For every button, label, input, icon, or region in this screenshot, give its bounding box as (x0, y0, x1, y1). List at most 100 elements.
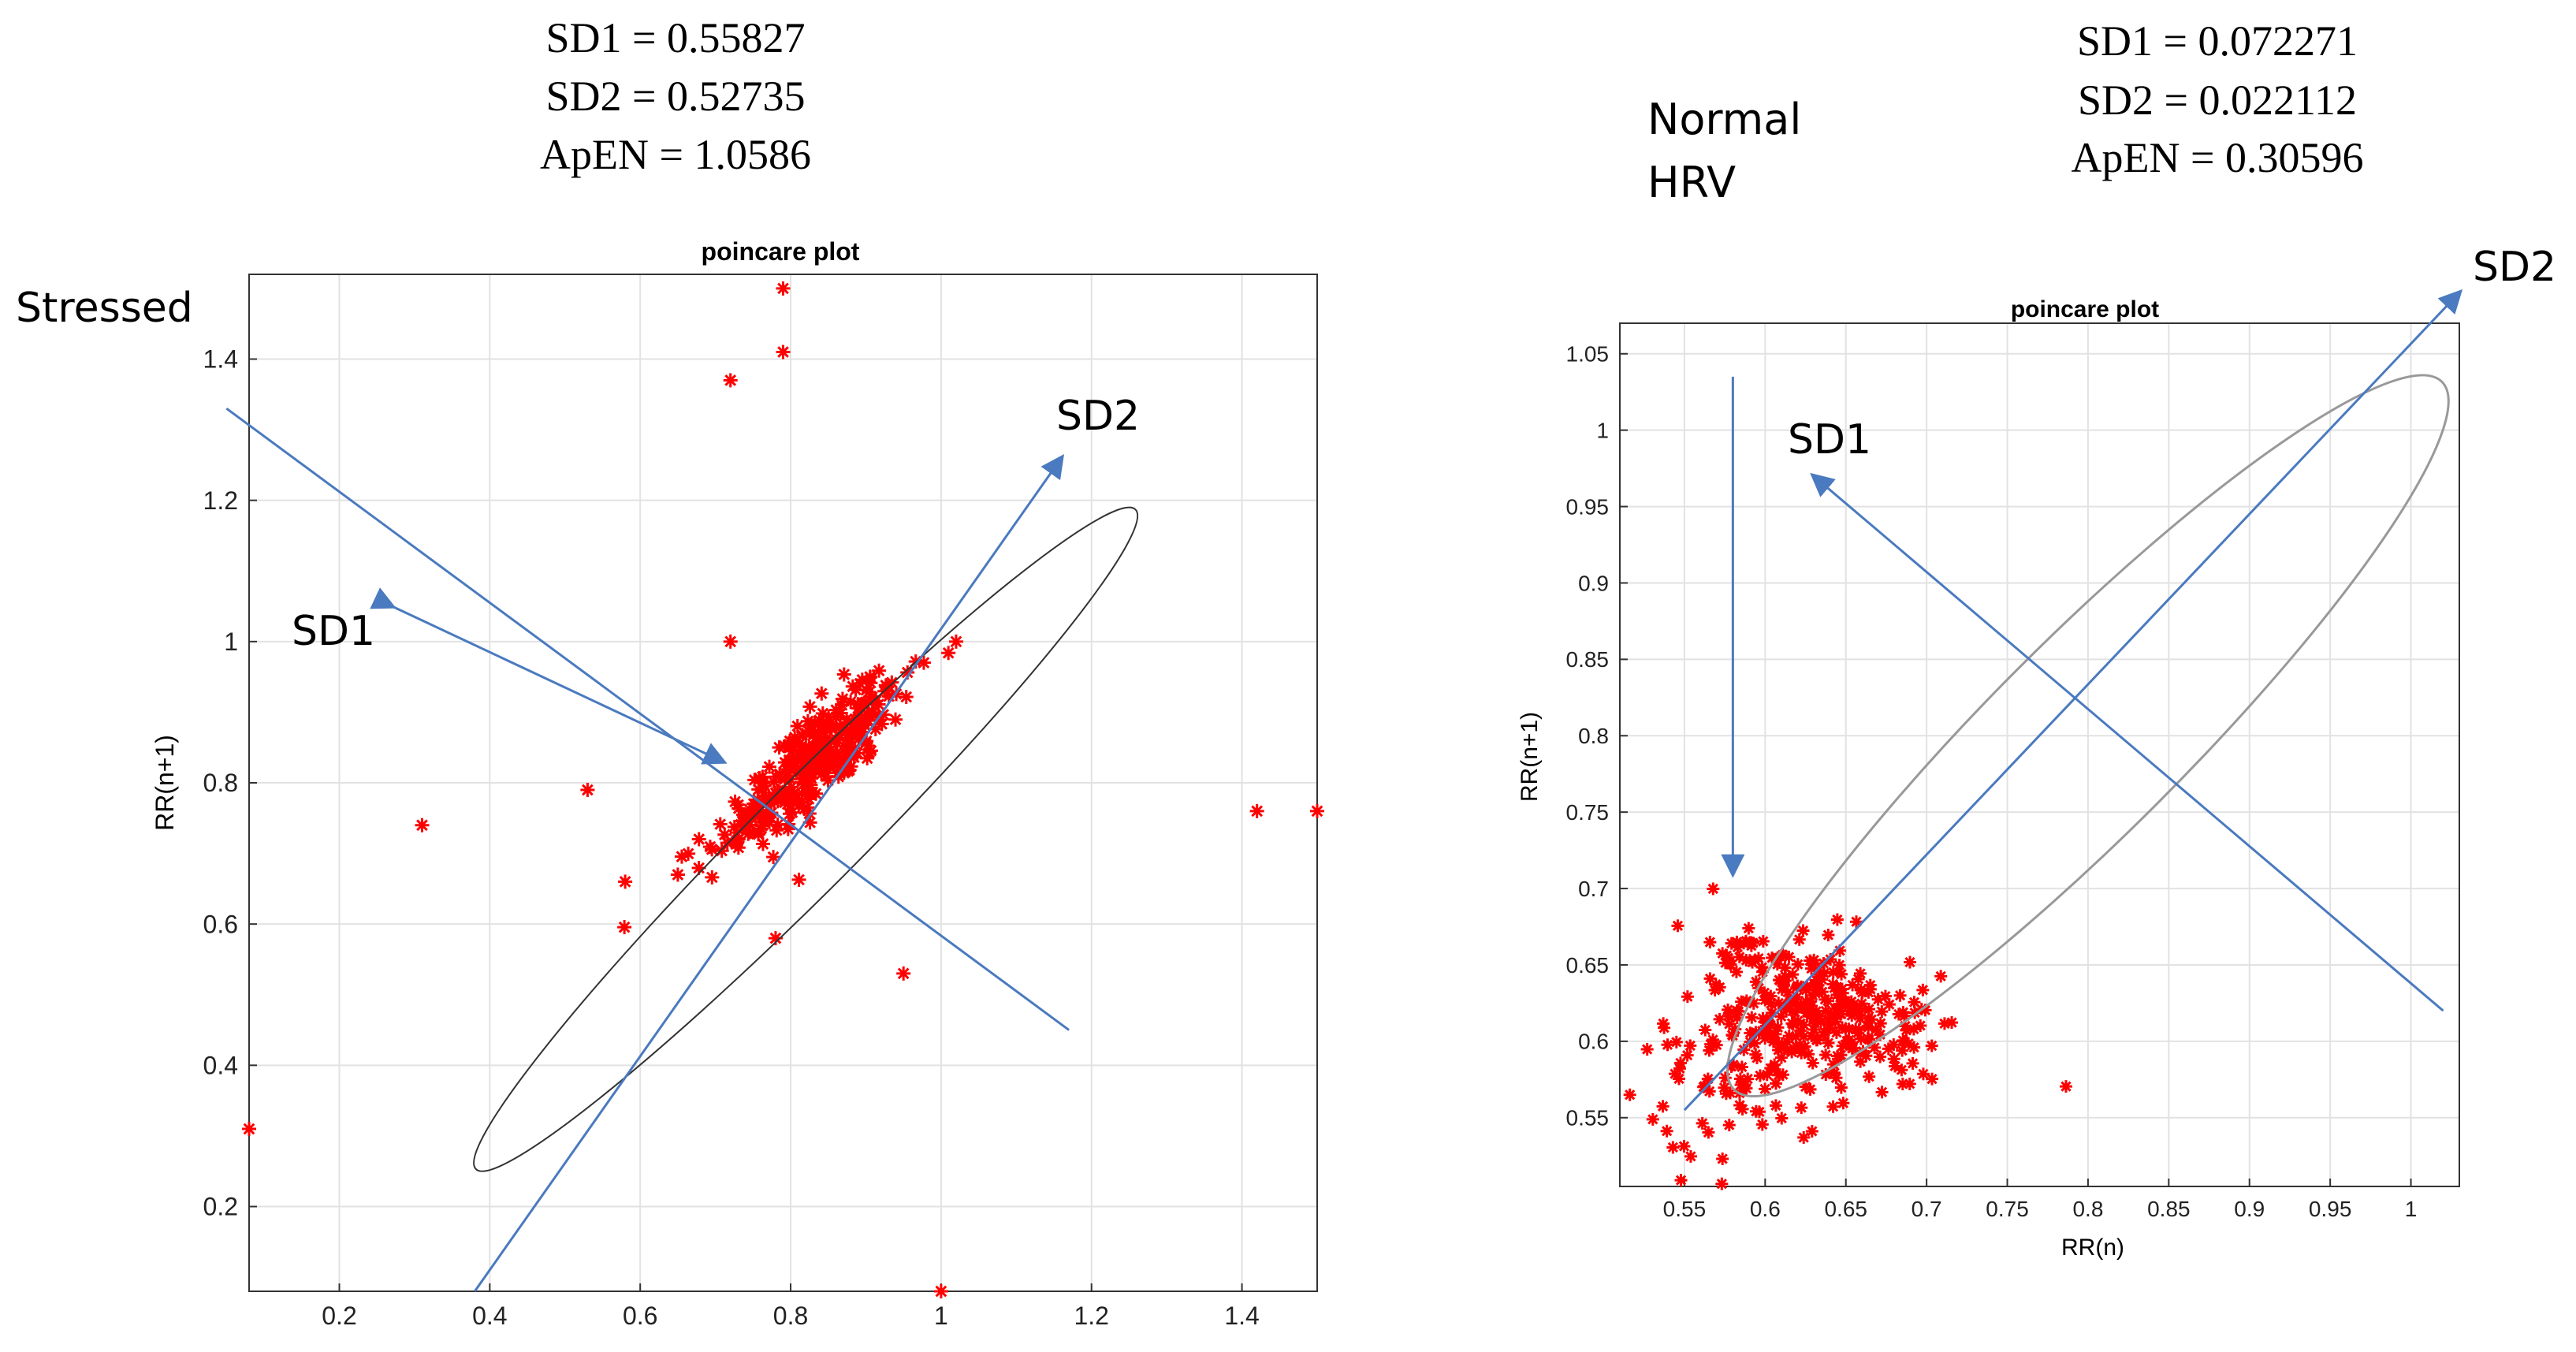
right-data-point (1827, 1066, 1841, 1079)
left-stat-apen: ApEN = 1.0586 (540, 131, 811, 178)
right-data-point (1735, 995, 1748, 1008)
right-y-tick-label: 0.95 (1566, 494, 1610, 519)
right-axes-frame (1619, 322, 2460, 1187)
right-data-point (1795, 1041, 1808, 1054)
right-data-point (1889, 1060, 1902, 1073)
right-data-point (1716, 1152, 1729, 1165)
right-data-point (1666, 1141, 1680, 1154)
right-data-point (1755, 960, 1769, 974)
right-data-point (1826, 1100, 1840, 1113)
left-data-point (728, 836, 743, 851)
left-data-point (705, 870, 720, 885)
right-data-point (1796, 924, 1810, 937)
right-data-point (1681, 990, 1694, 1004)
right-data-point (1837, 1097, 1850, 1110)
right-y-axis-label: RR(n+1) (1517, 712, 1543, 802)
right-x-tick-label: 0.9 (2234, 1197, 2265, 1221)
right-data-point (1908, 996, 1921, 1009)
right-tick-labels: 0.55 0.6 0.65 0.7 0.75 0.8 0.85 0.9 0.95 1 0.55 0.6… (1566, 342, 2418, 1221)
right-panel: SD1 = 0.072271 SD2 = 0.022112 ApEN = 0.3… (1517, 17, 2556, 1261)
right-data-point (1838, 998, 1852, 1011)
left-data-point (762, 759, 777, 774)
right-y-tick-label: 0.7 (1578, 877, 1609, 901)
left-data-point (787, 749, 802, 764)
right-data-point (1759, 1082, 1772, 1096)
right-data-point (1772, 996, 1785, 1010)
left-data-point (784, 780, 798, 795)
left-y-tick-label: 1.2 (203, 486, 238, 515)
right-data-point (1863, 982, 1877, 996)
right-x-tick-label: 0.8 (2072, 1197, 2103, 1221)
left-y-tick-label: 0.4 (203, 1052, 238, 1080)
left-outlier-point (670, 867, 685, 882)
left-data-point (743, 825, 758, 840)
left-data-point (817, 765, 832, 780)
right-data-point (1744, 939, 1758, 952)
right-data-point (1819, 1048, 1833, 1062)
right-data-point (1852, 1009, 1865, 1022)
right-data-point (1719, 1087, 1733, 1101)
right-data-point (1874, 1050, 1887, 1063)
right-data-point (1751, 1051, 1764, 1064)
left-data-point (799, 747, 814, 762)
right-data-point (1722, 1017, 1736, 1030)
right-data-point (1795, 1101, 1808, 1115)
right-data-point (1758, 986, 1771, 1000)
left-y-axis-label: RR(n+1) (151, 735, 179, 831)
left-y-tick-label: 0.2 (203, 1193, 238, 1221)
left-data-point (828, 721, 843, 736)
left-ellipse (473, 506, 1139, 1172)
right-data-point (1916, 983, 1930, 996)
left-outlier-point (415, 818, 430, 832)
right-data-point (1834, 1081, 1848, 1094)
right-data-point (1805, 1124, 1818, 1138)
left-outlier-point (618, 874, 633, 889)
right-data-point (1794, 1024, 1807, 1037)
left-y-tick-label: 1 (224, 628, 238, 656)
left-stat-sd2: SD2 = 0.52735 (546, 73, 806, 120)
left-outlier-point (948, 634, 963, 649)
left-data-point (916, 655, 931, 670)
right-data-point (1804, 1082, 1817, 1096)
left-sd1-axis-line (370, 587, 728, 765)
right-data-point (1806, 1056, 1819, 1070)
right-data-point (1830, 913, 1844, 926)
right-grid (1620, 323, 2459, 1186)
left-outlier-point (896, 966, 911, 981)
right-data-point (1684, 1149, 1697, 1163)
left-x-tick-label: 0.4 (472, 1302, 507, 1330)
right-data-point (1661, 1038, 1674, 1052)
left-tick-labels: 0.2 0.4 0.6 0.8 1 1.2 1.4 0.2 0.4 0.6 0.8 1 1.2 1.4 (203, 345, 1260, 1330)
right-sd1-axis-line (1810, 472, 2444, 1012)
right-data-point (1749, 975, 1763, 989)
right-data-point (1725, 937, 1738, 950)
right-data-point (1674, 1174, 1688, 1187)
right-data-point (1903, 955, 1916, 969)
left-data-point (941, 646, 956, 661)
left-data-point (714, 844, 729, 859)
right-data-point (1775, 1112, 1789, 1125)
left-x-tick-label: 0.8 (773, 1302, 808, 1330)
right-data-point (1807, 958, 1820, 971)
right-data-point (1829, 1015, 1842, 1029)
left-stat-sd1: SD1 = 0.55827 (546, 14, 806, 61)
right-stat-sd2: SD2 = 0.022112 (2078, 76, 2357, 124)
left-data-point (681, 846, 696, 861)
right-data-point (1925, 1039, 1938, 1052)
right-data-point (1893, 989, 1907, 1002)
right-data-point (1926, 1072, 1939, 1086)
right-data-point (1646, 1112, 1659, 1126)
right-data-point (1822, 1037, 1835, 1050)
right-data-point (1703, 936, 1717, 949)
right-data-point (1707, 882, 1720, 896)
right-data-points (1623, 882, 2072, 1190)
right-data-point (1742, 922, 1755, 935)
left-axes-frame (248, 274, 1318, 1292)
right-data-point (1791, 1015, 1804, 1028)
right-data-point (1805, 999, 1818, 1012)
right-data-point (1807, 1022, 1821, 1036)
right-data-point (1760, 1068, 1774, 1082)
right-data-point (1822, 929, 1835, 942)
left-data-point (851, 697, 865, 712)
